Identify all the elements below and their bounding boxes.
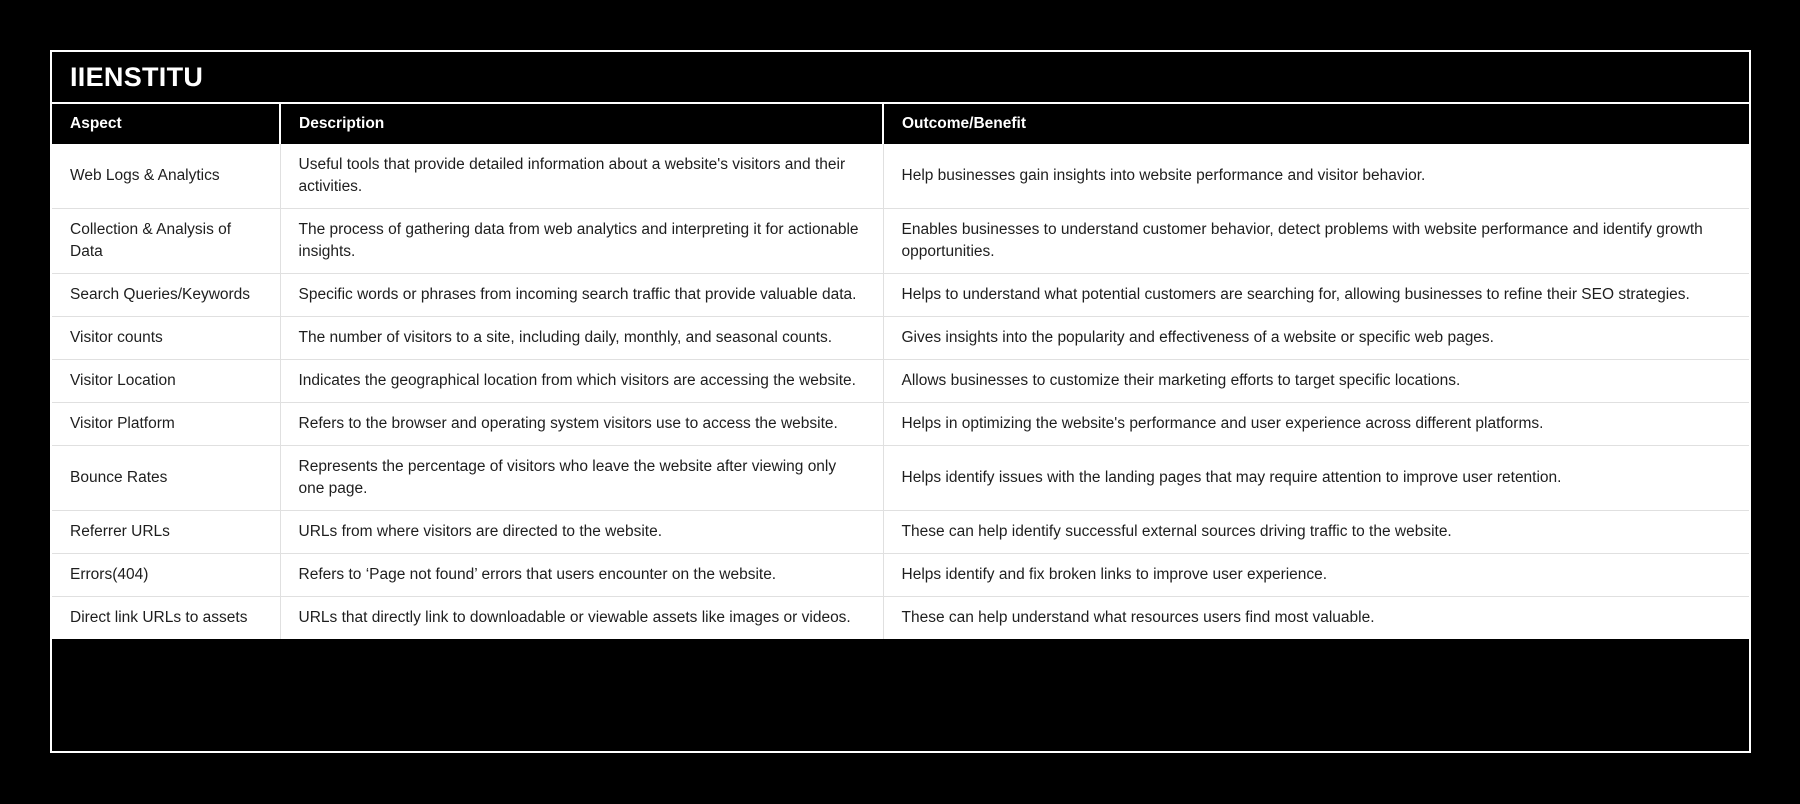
table-header-row: Aspect Description Outcome/Benefit bbox=[52, 104, 1749, 144]
outcome-cell: Help businesses gain insights into websi… bbox=[882, 144, 1749, 209]
table-row: Referrer URLs URLs from where visitors ar… bbox=[52, 510, 1749, 554]
table-row: Visitor Location Indicates the geographic… bbox=[52, 359, 1749, 403]
outcome-cell: Helps identify issues with the landing p… bbox=[882, 445, 1749, 511]
aspect-cell: Bounce Rates bbox=[52, 445, 281, 511]
table-row: Collection & Analysis of Data The process… bbox=[52, 208, 1749, 274]
description-cell: Refers to the browser and operating syst… bbox=[279, 402, 884, 446]
aspect-cell: Errors(404) bbox=[52, 553, 281, 597]
page-title: IIENSTITU bbox=[70, 61, 204, 92]
description-cell: Useful tools that provide detailed infor… bbox=[279, 144, 884, 209]
description-cell: Indicates the geographical location from… bbox=[279, 359, 884, 403]
aspect-cell: Web Logs & Analytics bbox=[52, 144, 281, 209]
table-title-bar: IIENSTITU bbox=[52, 52, 1749, 104]
table-row: Bounce Rates Represents the percentage of… bbox=[52, 445, 1749, 511]
outcome-cell: These can help identify successful exter… bbox=[882, 510, 1749, 554]
description-cell: URLs that directly link to downloadable … bbox=[279, 596, 884, 639]
column-header-outcome-benefit: Outcome/Benefit bbox=[882, 104, 1749, 144]
column-header-aspect: Aspect bbox=[52, 104, 280, 144]
analytics-table-card: IIENSTITU Aspect Description Outcome/Ben… bbox=[50, 50, 1751, 753]
description-cell: Refers to ‘Page not found’ errors that u… bbox=[279, 553, 884, 597]
table-row: Search Queries/Keywords Specific words or… bbox=[52, 273, 1749, 317]
outcome-cell: Gives insights into the popularity and e… bbox=[882, 316, 1749, 360]
aspect-cell: Referrer URLs bbox=[52, 510, 281, 554]
aspect-cell: Collection & Analysis of Data bbox=[52, 208, 281, 274]
description-cell: The process of gathering data from web a… bbox=[279, 208, 884, 274]
aspect-cell: Visitor counts bbox=[52, 316, 281, 360]
aspect-cell: Visitor Location bbox=[52, 359, 281, 403]
table-row: Errors(404) Refers to ‘Page not found’ er… bbox=[52, 553, 1749, 597]
outcome-cell: Helps identify and fix broken links to i… bbox=[882, 553, 1749, 597]
table-row: Web Logs & Analytics Useful tools that pr… bbox=[52, 144, 1749, 209]
outcome-cell: Helps in optimizing the website's perfor… bbox=[882, 402, 1749, 446]
table-row: Visitor Platform Refers to the browser an… bbox=[52, 402, 1749, 446]
column-header-description: Description bbox=[279, 104, 883, 144]
description-cell: The number of visitors to a site, includ… bbox=[279, 316, 884, 360]
description-cell: Represents the percentage of visitors wh… bbox=[279, 445, 884, 511]
outcome-cell: Allows businesses to customize their mar… bbox=[882, 359, 1749, 403]
outcome-cell: These can help understand what resources… bbox=[882, 596, 1749, 639]
analytics-table: Aspect Description Outcome/Benefit Web L… bbox=[52, 104, 1749, 639]
aspect-cell: Visitor Platform bbox=[52, 402, 281, 446]
table-row: Visitor counts The number of visitors to … bbox=[52, 316, 1749, 360]
description-cell: URLs from where visitors are directed to… bbox=[279, 510, 884, 554]
outcome-cell: Helps to understand what potential custo… bbox=[882, 273, 1749, 317]
table-row: Direct link URLs to assets URLs that dire… bbox=[52, 596, 1749, 639]
description-cell: Specific words or phrases from incoming … bbox=[279, 273, 884, 317]
aspect-cell: Search Queries/Keywords bbox=[52, 273, 281, 317]
aspect-cell: Direct link URLs to assets bbox=[52, 596, 281, 639]
outcome-cell: Enables businesses to understand custome… bbox=[882, 208, 1749, 274]
